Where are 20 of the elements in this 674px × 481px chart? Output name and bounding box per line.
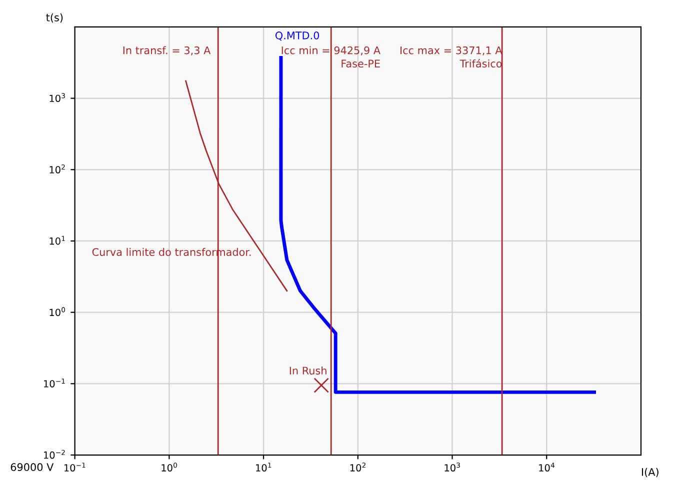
annotation: Icc max = 3371,1 A Trifásico <box>400 46 502 68</box>
annotation: In transf. = 3,3 A <box>123 46 211 56</box>
annotation: Icc min = 9425,9 A Fase-PE <box>282 46 380 68</box>
x-tick-label: 10$^{4}$ <box>539 462 554 472</box>
x-tick-label: 10$^{2}$ <box>350 462 366 472</box>
x-tick-label: 10$^{0}$ <box>162 462 177 472</box>
y-tick-label: 10$^{0}$ <box>50 307 66 316</box>
y-tick-label: 10$^{1}$ <box>50 236 65 245</box>
text: 69000 V <box>10 463 54 472</box>
x-tick-label: 10$^{3}$ <box>444 462 460 472</box>
y-axis-title: t(s) <box>46 13 63 23</box>
y-tick-label: 10$^{−2}$ <box>44 450 65 459</box>
annotation: In Rush <box>290 366 326 375</box>
y-tick-label: 10$^{3}$ <box>50 93 65 102</box>
x-tick-label: 10$^{−1}$ <box>64 462 86 472</box>
annotation: Q.MTD.0 <box>275 31 320 41</box>
y-tick-label: 10$^{2}$ <box>50 164 65 174</box>
y-tick-label: 10$^{−1}$ <box>44 378 65 388</box>
x-axis-title: I(A) <box>642 468 658 478</box>
x-tick-label: 10$^{1}$ <box>256 462 272 472</box>
